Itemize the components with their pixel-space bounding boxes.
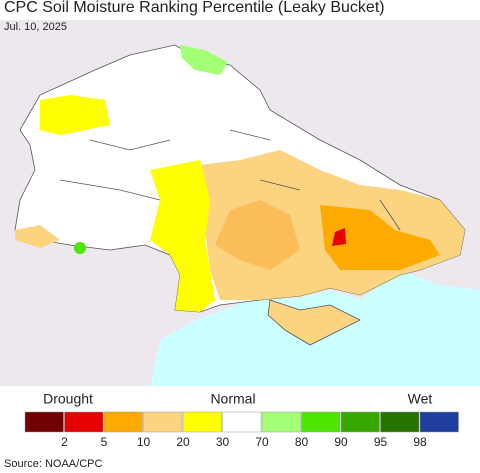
legend-tick-label: 20	[176, 435, 190, 449]
legend-swatch	[261, 411, 301, 433]
admin-borders	[59, 129, 401, 231]
legend-tick-label: 70	[255, 435, 269, 449]
legend-swatch	[182, 411, 222, 433]
legend-tick-label: 2	[61, 435, 68, 449]
legend-tick-label: 30	[216, 435, 230, 449]
legend-normal: Normal	[210, 391, 255, 407]
abnormal-dry-west	[40, 95, 110, 135]
title: CPC Soil Moisture Ranking Percentile (Le…	[4, 0, 385, 16]
wet-north	[180, 45, 228, 75]
legend-swatch	[64, 411, 104, 433]
legend-swatch	[380, 411, 420, 433]
legend-swatch	[222, 411, 262, 433]
wet-spot	[74, 242, 86, 254]
moderate-drought	[320, 205, 440, 270]
severe-drought	[332, 228, 346, 246]
dry-southwest	[15, 225, 60, 248]
legend-wet: Wet	[408, 391, 433, 407]
source: Source: NOAA/CPC	[4, 458, 102, 470]
legend-swatch	[24, 411, 64, 433]
legend-tick-label: 98	[413, 435, 427, 449]
legend-swatch	[301, 411, 341, 433]
legend-swatch	[419, 411, 459, 433]
abnormal-dry	[150, 160, 215, 312]
legend-swatch	[340, 411, 380, 433]
legend-tick-label: 5	[101, 435, 108, 449]
map	[0, 20, 480, 386]
crimea	[267, 299, 361, 346]
legend-swatch	[103, 411, 143, 433]
legend-tick-label: 10	[137, 435, 151, 449]
moderate-dry	[215, 200, 300, 270]
legend-drought: Drought	[43, 391, 93, 407]
date: Jul. 10, 2025	[4, 21, 67, 33]
legend-swatch	[143, 411, 183, 433]
legend-tick-label: 90	[334, 435, 348, 449]
legend-tick-label: 95	[374, 435, 388, 449]
legend-tick-label: 80	[295, 435, 309, 449]
